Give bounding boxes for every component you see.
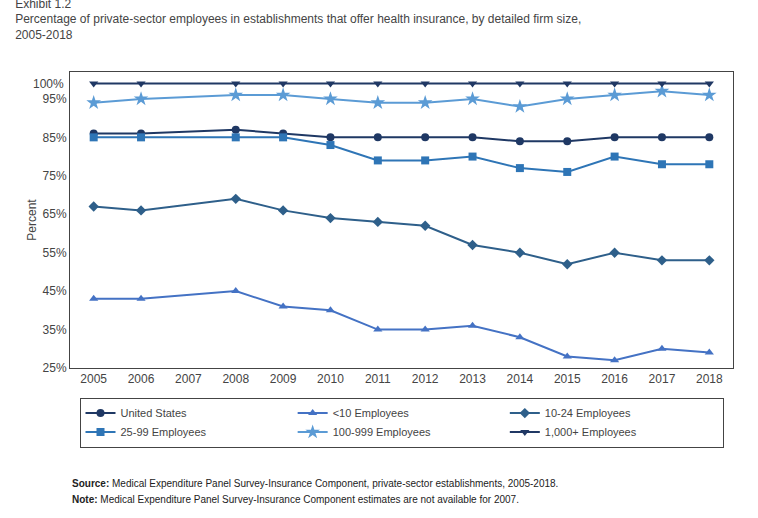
svg-text:Percent: Percent bbox=[25, 199, 39, 241]
svg-text:2008: 2008 bbox=[222, 372, 249, 386]
svg-text:2017: 2017 bbox=[649, 372, 676, 386]
svg-text:100-999 Employees: 100-999 Employees bbox=[333, 426, 431, 438]
svg-text:55%: 55% bbox=[43, 246, 67, 260]
svg-text:2005: 2005 bbox=[80, 372, 107, 386]
svg-text:2016: 2016 bbox=[601, 372, 628, 386]
svg-text:35%: 35% bbox=[43, 323, 67, 337]
svg-text:100%: 100% bbox=[33, 77, 64, 91]
svg-text:2011: 2011 bbox=[365, 372, 391, 386]
svg-text:2018: 2018 bbox=[696, 372, 723, 386]
svg-text:85%: 85% bbox=[43, 131, 67, 145]
svg-text:United States: United States bbox=[121, 407, 188, 419]
svg-text:Note: Medical Expenditure Pane: Note: Medical Expenditure Panel Survey-I… bbox=[72, 494, 519, 505]
svg-text:45%: 45% bbox=[43, 284, 67, 298]
svg-text:25-99 Employees: 25-99 Employees bbox=[121, 426, 207, 438]
svg-text:2006: 2006 bbox=[128, 372, 155, 386]
svg-text:2009: 2009 bbox=[270, 372, 297, 386]
svg-text:75%: 75% bbox=[43, 169, 67, 183]
svg-text:2007: 2007 bbox=[175, 372, 202, 386]
svg-text:1,000+ Employees: 1,000+ Employees bbox=[545, 426, 637, 438]
svg-text:95%: 95% bbox=[43, 92, 67, 106]
svg-text:2014: 2014 bbox=[507, 372, 534, 386]
svg-text:2012: 2012 bbox=[412, 372, 439, 386]
svg-text:Exhibit 1.2Percentage of priva: Exhibit 1.2Percentage of private-sector … bbox=[15, 0, 581, 42]
svg-text:65%: 65% bbox=[43, 207, 67, 221]
svg-text:<10 Employees: <10 Employees bbox=[333, 407, 410, 419]
svg-text:2010: 2010 bbox=[317, 372, 344, 386]
svg-text:10-24 Employees: 10-24 Employees bbox=[545, 407, 631, 419]
svg-text:2015: 2015 bbox=[554, 372, 581, 386]
svg-text:2013: 2013 bbox=[459, 372, 486, 386]
svg-text:Source: Medical Expenditure Pa: Source: Medical Expenditure Panel Survey… bbox=[72, 478, 558, 489]
svg-text:25%: 25% bbox=[43, 361, 67, 375]
